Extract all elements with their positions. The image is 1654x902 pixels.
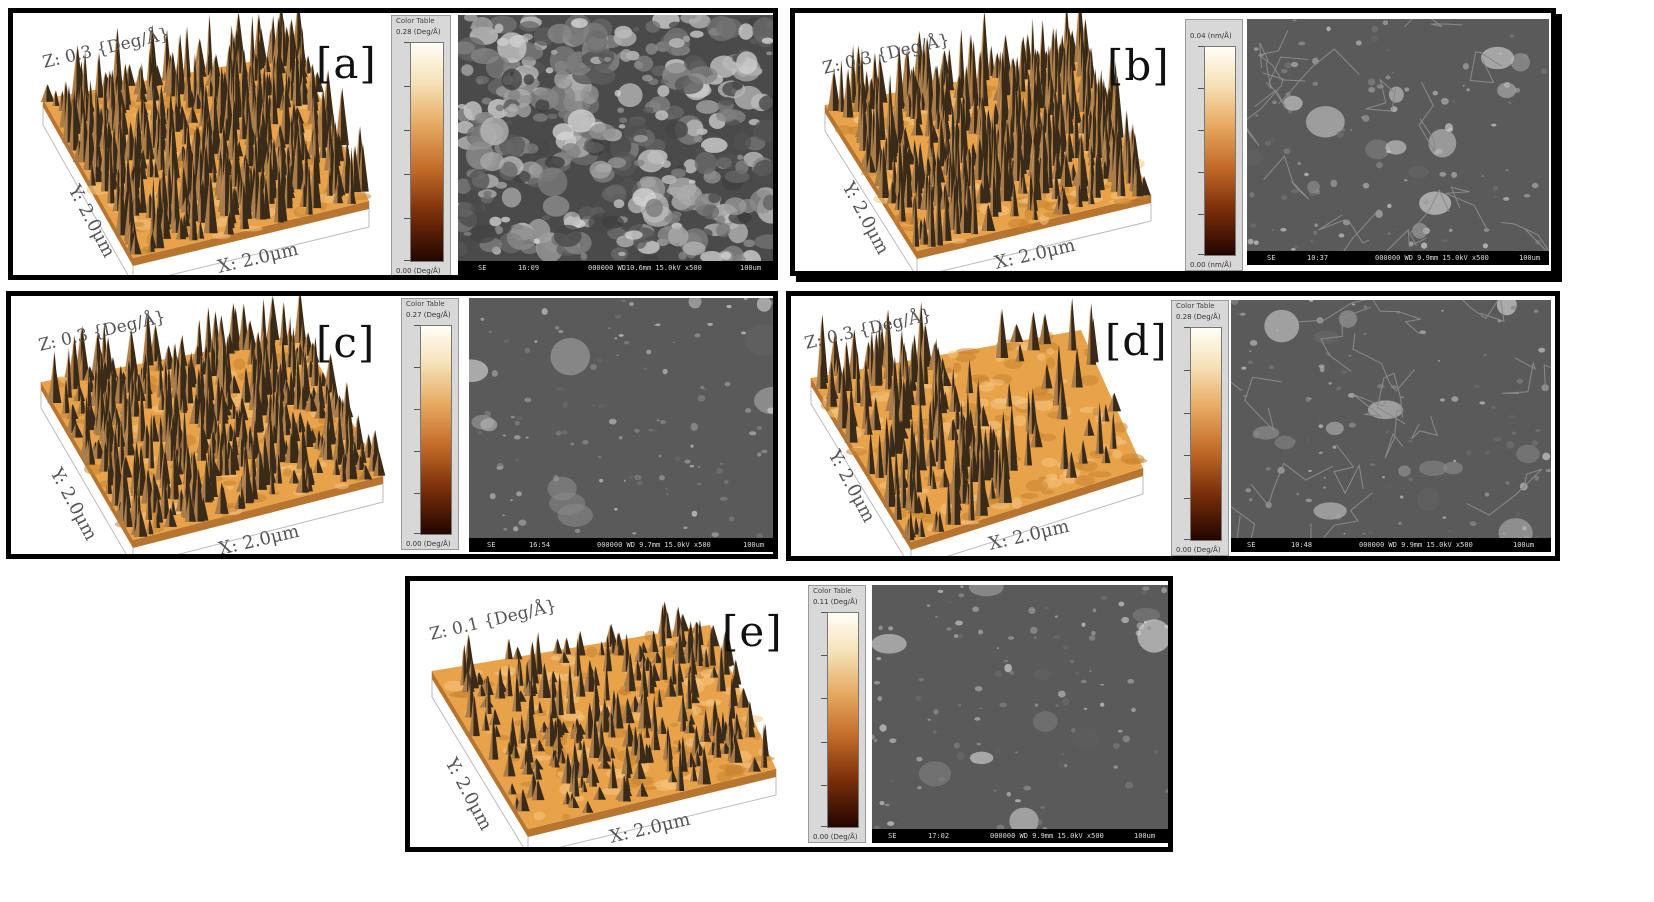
sem-scale: 100um xyxy=(1134,832,1156,840)
color-table: Color Table 0.28 (Deg/Å) 0.00 (Deg/Å) xyxy=(391,15,451,275)
color-table-max: 0.28 (Deg/Å) xyxy=(1176,313,1221,321)
sem-scale: 100um xyxy=(740,264,762,272)
sem-time: 16:54 xyxy=(529,541,551,549)
sem-mode: SE xyxy=(1247,541,1256,549)
color-table-max: 0.28 (Deg/Å) xyxy=(396,28,441,36)
sem-micrograph: SE 16:09 000000 WD10.6mm 15.0kV x500 100… xyxy=(458,15,773,275)
sem-texture-graphic xyxy=(872,585,1168,829)
color-table-min: 0.00 (Deg/Å) xyxy=(396,267,441,275)
sem-params: 000000 WD 9.7mm 15.0kV x500 xyxy=(597,541,711,549)
sem-micrograph: SE 17:02 000000 WD 9.9mm 15.0kV x500 100… xyxy=(872,585,1168,843)
panel-tag: [d] xyxy=(1105,316,1168,365)
sem-texture-graphic xyxy=(1247,19,1549,251)
color-table-min: 0.00 (nm/Å) xyxy=(1190,261,1232,269)
color-table-max: 0.04 (nm/Å) xyxy=(1190,32,1232,40)
sem-mode: SE xyxy=(888,832,897,840)
sem-micrograph: SE 10:37 000000 WD 9.9mm 15.0kV x500 100… xyxy=(1247,19,1549,265)
panel-e: Z: 0.1 {Deg/Å} Y: 2.0μm X: 2.0μm [e] Col… xyxy=(405,576,1173,852)
color-table-min: 0.00 (Deg/Å) xyxy=(813,833,858,841)
color-gradient xyxy=(410,42,444,262)
afm-3d-surface xyxy=(11,296,391,554)
afm-3d-surface xyxy=(795,13,1175,271)
afm-surface-graphic xyxy=(40,296,386,554)
color-gradient xyxy=(1190,327,1222,541)
afm-surface-graphic xyxy=(824,13,1152,271)
afm-surface-graphic xyxy=(810,297,1148,556)
sem-mode: SE xyxy=(487,541,496,549)
sem-params: 000000 WD 9.9mm 15.0kV x500 xyxy=(1359,541,1473,549)
color-table-title: Color Table xyxy=(406,300,445,308)
sem-params: 000000 WD 9.9mm 15.0kV x500 xyxy=(1375,254,1489,262)
panel-tag: [e] xyxy=(722,607,783,656)
color-table-title: Color Table xyxy=(396,17,435,25)
color-gradient xyxy=(420,325,452,535)
afm-surface-graphic xyxy=(41,13,372,275)
sem-params: 000000 WD 9.9mm 15.0kV x500 xyxy=(990,832,1104,840)
color-table: Color Table 0.27 (Deg/Å) 0.00 (Deg/Å) xyxy=(401,298,459,550)
color-gradient xyxy=(1204,46,1236,256)
sem-texture-graphic xyxy=(458,15,773,261)
sem-texture-graphic xyxy=(1231,300,1551,538)
sem-time: 10:48 xyxy=(1291,541,1313,549)
afm-3d-surface xyxy=(13,13,393,275)
afm-3d-surface xyxy=(791,296,1176,556)
color-table-ticks xyxy=(1184,327,1190,541)
color-table-ticks xyxy=(821,612,827,828)
color-table: 0.04 (nm/Å) 0.00 (nm/Å) xyxy=(1185,19,1243,271)
color-table-max: 0.11 (Deg/Å) xyxy=(813,598,858,606)
sem-info-strip: SE 16:54 000000 WD 9.7mm 15.0kV x500 100… xyxy=(469,538,773,552)
sem-scale: 100um xyxy=(1513,541,1535,549)
sem-time: 17:02 xyxy=(928,832,950,840)
sem-texture-graphic xyxy=(469,298,773,538)
sem-time: 16:09 xyxy=(518,264,540,272)
panel-tag: [c] xyxy=(316,318,376,367)
sem-mode: SE xyxy=(1267,254,1276,262)
panel-c: Z: 0.3 {Deg/Å} Y: 2.0μm X: 2.0μm [c] Col… xyxy=(6,291,778,559)
color-table-title: Color Table xyxy=(813,587,852,595)
color-table-ticks xyxy=(1198,46,1204,256)
sem-mode: SE xyxy=(478,264,487,272)
sem-info-strip: SE 16:09 000000 WD10.6mm 15.0kV x500 100… xyxy=(458,261,773,275)
sem-micrograph: SE 10:48 000000 WD 9.9mm 15.0kV x500 100… xyxy=(1231,300,1551,552)
sem-info-strip: SE 17:02 000000 WD 9.9mm 15.0kV x500 100… xyxy=(872,829,1168,843)
panel-tag: [b] xyxy=(1107,41,1170,90)
color-table: Color Table 0.11 (Deg/Å) 0.00 (Deg/Å) xyxy=(808,585,866,843)
sem-params: 000000 WD10.6mm 15.0kV x500 xyxy=(588,264,702,272)
color-table-min: 0.00 (Deg/Å) xyxy=(1176,546,1221,554)
sem-scale: 100um xyxy=(1519,254,1541,262)
afm-3d-surface xyxy=(410,581,795,847)
sem-info-strip: SE 10:48 000000 WD 9.9mm 15.0kV x500 100… xyxy=(1231,538,1551,552)
sem-time: 10:37 xyxy=(1307,254,1329,262)
color-table-title: Color Table xyxy=(1176,302,1215,310)
color-table-ticks xyxy=(404,42,410,262)
color-table-ticks xyxy=(414,325,420,535)
afm-surface-graphic xyxy=(431,601,777,847)
sem-scale: 100um xyxy=(743,541,765,549)
panel-d: Z: 0.3 {Deg/Å} Y: 2.0μm X: 2.0μm [d] Col… xyxy=(786,291,1560,561)
color-table-min: 0.00 (Deg/Å) xyxy=(406,540,451,548)
color-table-max: 0.27 (Deg/Å) xyxy=(406,311,451,319)
color-gradient xyxy=(827,612,859,828)
panel-tag: [a] xyxy=(316,39,377,88)
panel-b: Z: 0.3 {Deg/Å} Y: 2.0μm X: 2.0μm [b] 0.0… xyxy=(790,8,1556,276)
color-table: Color Table 0.28 (Deg/Å) 0.00 (Deg/Å) xyxy=(1171,300,1229,556)
panel-a: Z: 0.3 {Deg/Å} Y: 2.0μm X: 2.0μm [a] Col… xyxy=(8,8,778,280)
sem-micrograph: SE 16:54 000000 WD 9.7mm 15.0kV x500 100… xyxy=(469,298,773,552)
sem-info-strip: SE 10:37 000000 WD 9.9mm 15.0kV x500 100… xyxy=(1247,251,1549,265)
